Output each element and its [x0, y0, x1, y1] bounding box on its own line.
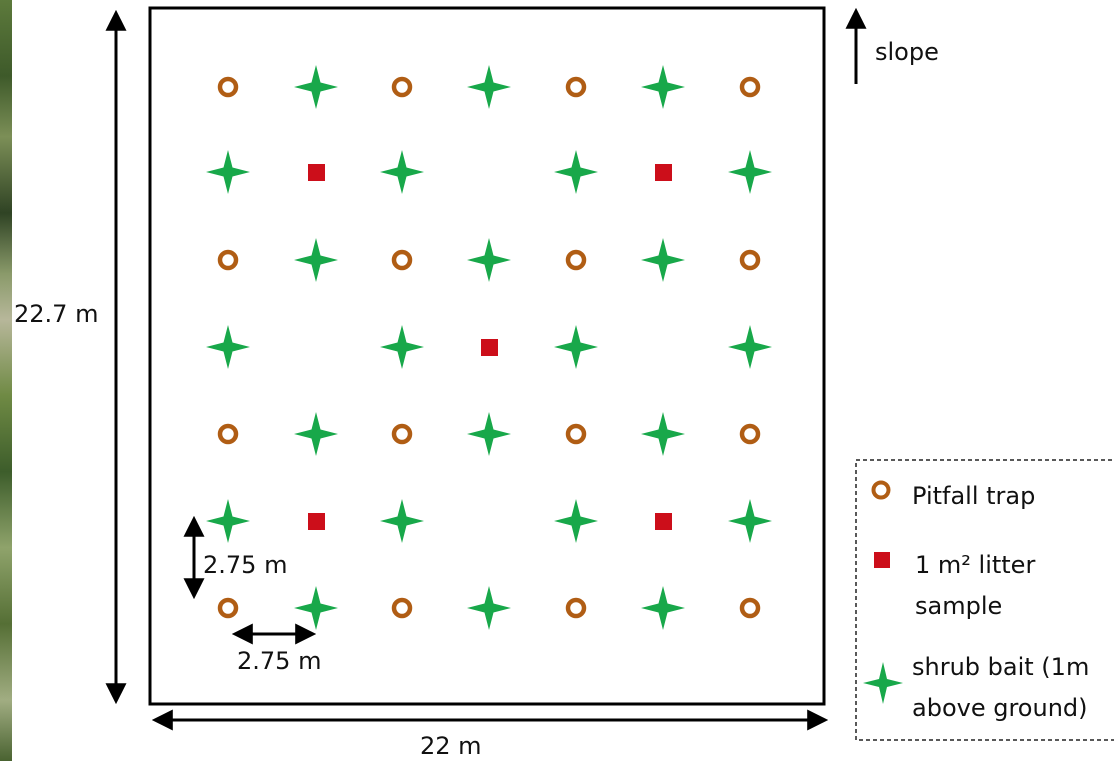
legend-border [855, 459, 1114, 741]
shrub-bait-marker [467, 238, 511, 282]
legend-pitfall-label: Pitfall trap [912, 482, 1035, 510]
shrub-bait-marker [554, 325, 598, 369]
pitfall-trap-marker [391, 597, 413, 619]
shrub-bait-marker [554, 499, 598, 543]
pitfall-trap-marker [217, 423, 239, 445]
pitfall-trap-marker [565, 423, 587, 445]
shrub-bait-marker [467, 65, 511, 109]
shrub-bait-marker [294, 412, 338, 456]
pitfall-trap-marker [217, 597, 239, 619]
shrub-bait-marker [641, 65, 685, 109]
slope-label: slope [875, 38, 939, 66]
litter-sample-marker [655, 513, 672, 530]
litter-sample-marker [481, 339, 498, 356]
pitfall-trap-marker [391, 249, 413, 271]
shrub-bait-marker [294, 238, 338, 282]
shrub-bait-marker [467, 586, 511, 630]
shrub-bait-marker [380, 499, 424, 543]
shrub-bait-marker [206, 150, 250, 194]
pitfall-trap-marker [565, 249, 587, 271]
legend-bait-label-line2: above ground) [912, 694, 1088, 722]
sampling-grid [206, 65, 772, 630]
pitfall-trap-marker [739, 76, 761, 98]
legend-bait-icon [863, 662, 903, 704]
width-label: 22 m [420, 732, 482, 760]
shrub-bait-marker [206, 325, 250, 369]
vertical-spacing-label: 2.75 m [203, 551, 287, 579]
shrub-bait-marker [467, 412, 511, 456]
pitfall-trap-marker [391, 423, 413, 445]
pitfall-trap-marker [739, 597, 761, 619]
legend-litter-label-line2: sample [915, 592, 1002, 620]
shrub-bait-marker [641, 412, 685, 456]
height-label-background [12, 298, 104, 328]
shrub-bait-marker [206, 499, 250, 543]
shrub-bait-marker [728, 499, 772, 543]
litter-sample-marker [308, 513, 325, 530]
legend-pitfall-icon [871, 480, 891, 500]
horizontal-spacing-label: 2.75 m [237, 647, 321, 675]
litter-sample-marker [655, 164, 672, 181]
shrub-bait-marker [641, 586, 685, 630]
shrub-bait-marker [728, 150, 772, 194]
shrub-bait-marker [294, 586, 338, 630]
pitfall-trap-marker [217, 76, 239, 98]
shrub-bait-marker [641, 238, 685, 282]
pitfall-trap-marker [565, 597, 587, 619]
litter-sample-marker [308, 164, 325, 181]
shrub-bait-marker [554, 150, 598, 194]
legend-bait-label-line1: shrub bait (1m [912, 653, 1089, 681]
legend-litter-icon [874, 552, 890, 568]
pitfall-trap-marker [391, 76, 413, 98]
background-photo-strip [0, 0, 12, 761]
legend-litter-label-line1: 1 m² litter [915, 551, 1035, 579]
shrub-bait-marker [380, 150, 424, 194]
pitfall-trap-marker [565, 76, 587, 98]
height-label: 22.7 m [14, 300, 98, 328]
legend-box: Pitfall trap 1 m² litter sample shrub ba… [855, 459, 1114, 741]
pitfall-trap-marker [739, 423, 761, 445]
shrub-bait-marker [728, 325, 772, 369]
shrub-bait-marker [294, 65, 338, 109]
pitfall-trap-marker [217, 249, 239, 271]
shrub-bait-marker [380, 325, 424, 369]
pitfall-trap-marker [739, 249, 761, 271]
